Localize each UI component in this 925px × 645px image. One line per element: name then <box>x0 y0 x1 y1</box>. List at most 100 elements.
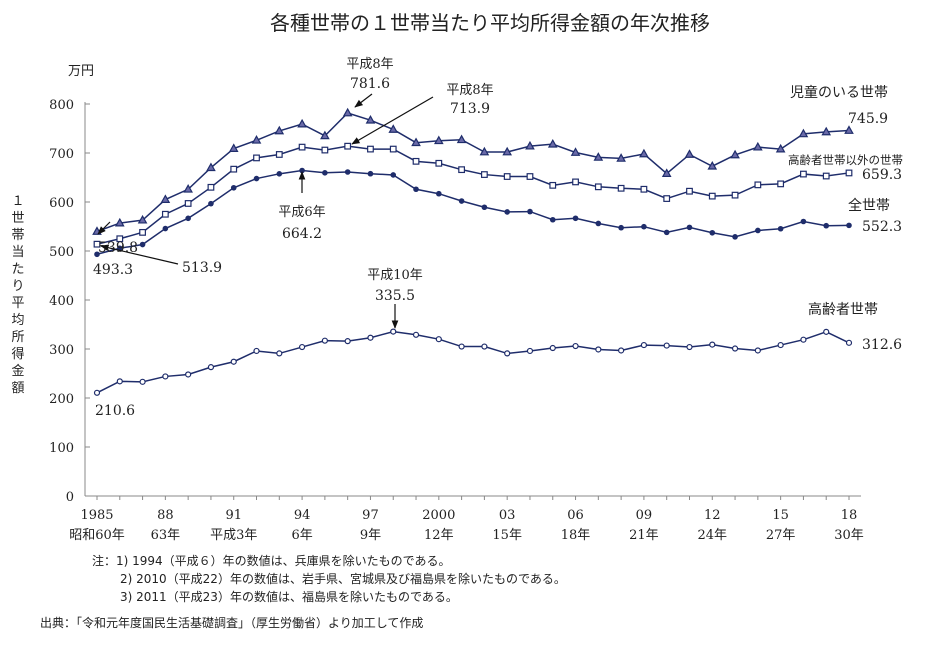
x-tick-label: 12 <box>704 508 721 523</box>
data-point <box>93 240 101 248</box>
data-point <box>162 373 169 380</box>
data-point <box>367 145 374 153</box>
x-tick-label: 2000 <box>422 508 455 523</box>
data-point <box>572 178 579 186</box>
data-point <box>412 331 420 338</box>
annotation-value: 781.6 <box>350 76 390 92</box>
y-tick-label: 500 <box>49 245 74 260</box>
data-point <box>777 225 784 232</box>
data-point <box>616 153 626 162</box>
data-point <box>822 172 830 180</box>
series-line <box>96 112 850 233</box>
data-point <box>458 198 465 204</box>
chart-title: 各種世帯の１世帯当たり平均所得金額の年次推移 <box>270 11 710 35</box>
data-point <box>595 346 602 353</box>
x-tick-era-label: 12年 <box>424 528 454 543</box>
data-point <box>593 152 604 161</box>
data-point <box>731 345 739 352</box>
data-point <box>800 218 807 225</box>
x-tick-era-label: 30年 <box>834 528 864 543</box>
data-point <box>800 336 807 343</box>
data-point <box>276 350 283 357</box>
annotation-label: 平成10年 <box>367 268 423 283</box>
x-tick-era-label: 平成3年 <box>210 528 257 543</box>
annotation-arrow <box>354 93 373 108</box>
data-point <box>253 347 260 355</box>
annotation-label: 平成6年 <box>278 205 325 220</box>
x-tick-era-label: 27年 <box>766 528 796 543</box>
data-point <box>367 170 374 177</box>
x-tick-era-label: 18年 <box>561 528 591 543</box>
x-tick-era-label: 21年 <box>629 528 659 543</box>
data-point <box>114 217 125 227</box>
x-tick-label: 91 <box>225 508 242 523</box>
data-point <box>663 229 670 236</box>
data-point <box>206 162 216 172</box>
data-point <box>321 146 329 154</box>
data-point <box>367 334 374 341</box>
data-point <box>433 135 444 145</box>
data-point <box>435 336 442 343</box>
data-point <box>504 209 510 215</box>
end-value: 552.3 <box>862 219 902 235</box>
data-point <box>298 143 306 151</box>
data-point <box>388 124 399 133</box>
note-3: 3) 2011（平成23）年の数値は、福島県を除いたものである。 <box>120 590 458 604</box>
data-point <box>846 222 852 229</box>
y-tick-label: 800 <box>49 98 74 113</box>
data-point <box>526 173 534 180</box>
data-point <box>230 184 237 191</box>
data-point <box>139 228 146 236</box>
notes: 注：1) 1994（平成６）年の数値は、兵庫県を除いたものである。 2) 201… <box>92 552 566 606</box>
data-point <box>823 222 830 229</box>
axes: 0 100 200 300 400 500 600 700 800 1985 昭和60年 88 63年 9… <box>49 98 864 543</box>
series-label: 全世帯 <box>848 197 890 214</box>
data-point <box>730 149 740 159</box>
data-point <box>228 143 239 152</box>
data-point <box>844 125 854 134</box>
data-point <box>344 338 351 345</box>
data-point <box>298 343 306 351</box>
data-point <box>479 146 490 156</box>
x-tick-label: 88 <box>157 508 174 523</box>
data-point <box>503 173 511 180</box>
data-point <box>481 204 488 211</box>
y-label-char: 均 <box>11 313 24 328</box>
data-point <box>275 151 283 158</box>
note-2: 2) 2010（平成22）年の数値は、岩手県、宮城県及び福島県を除いたものである… <box>120 572 566 586</box>
y-label-char: た <box>11 262 24 277</box>
x-tick-era-label: 昭和60年 <box>69 528 125 543</box>
data-point <box>253 154 260 162</box>
data-point <box>502 146 513 156</box>
data-point <box>230 358 237 365</box>
data-point <box>184 200 192 207</box>
y-label-char: 得 <box>11 346 24 362</box>
annotation-label: 平成8年 <box>346 57 393 72</box>
data-point <box>390 328 397 335</box>
data-point <box>322 169 328 176</box>
data-point <box>94 251 100 258</box>
y-label-char: 世 <box>11 211 24 226</box>
data-point <box>344 169 351 175</box>
data-point <box>640 341 648 349</box>
source: 出典：「令和元年度国民生活基礎調査」（厚生労働省）より加工して作成 <box>40 616 424 630</box>
x-tick-era-label: 63年 <box>151 528 181 543</box>
data-point <box>640 185 648 193</box>
data-point <box>436 190 442 197</box>
data-point <box>320 130 330 140</box>
data-point <box>321 337 328 344</box>
data-point <box>139 241 146 248</box>
data-point <box>595 220 602 227</box>
y-tick-label: 600 <box>49 196 74 211</box>
data-point <box>526 347 534 355</box>
data-point <box>798 128 809 138</box>
data-point <box>800 170 807 178</box>
x-tick-label: 97 <box>362 508 379 523</box>
data-point <box>618 347 625 354</box>
y-tick-label: 100 <box>49 441 74 456</box>
annotation-value: 493.3 <box>93 262 133 278</box>
data-point <box>617 184 625 192</box>
y-tick-label: 700 <box>49 147 74 162</box>
data-point <box>709 341 716 348</box>
